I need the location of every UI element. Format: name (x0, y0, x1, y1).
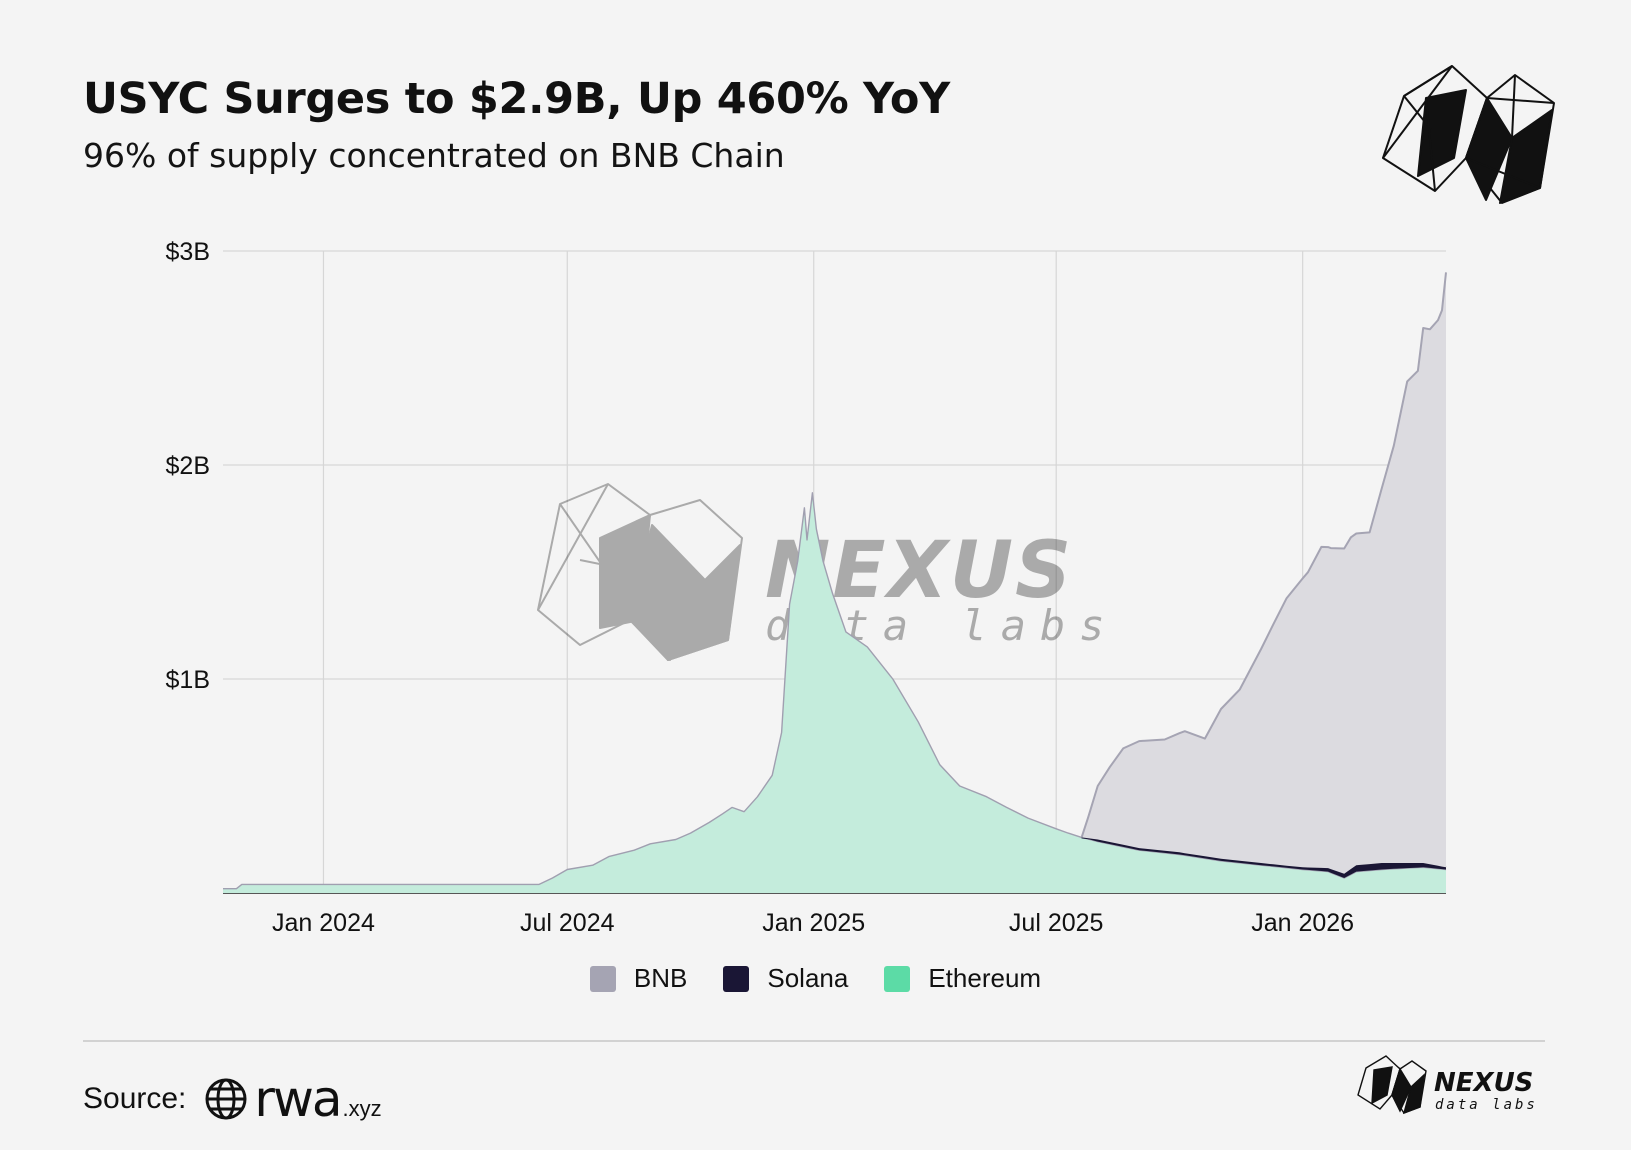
y-tick-label: $2B (166, 452, 210, 480)
source-label: Source: (83, 1082, 187, 1115)
areas (223, 272, 1447, 893)
footer-logo-brand: NEXUS (1434, 1068, 1533, 1098)
legend-label-solana: Solana (767, 963, 849, 993)
rwa-domain: .xyz (342, 1096, 382, 1121)
area-ethereum (223, 492, 1446, 893)
nexus-footer-logo: NEXUS data labs (1357, 1055, 1538, 1115)
y-axis-labels: $1B $2B $3B (166, 238, 210, 694)
x-tick-label: Jan 2024 (272, 909, 375, 937)
legend-item-ethereum: Ethereum (884, 963, 1041, 994)
footer-divider (83, 1040, 1545, 1042)
x-tick-label: Jan 2026 (1251, 909, 1354, 937)
rwa-brand: rwa (254, 1070, 342, 1128)
legend: BNB Solana Ethereum (0, 963, 1631, 994)
footer-logo-tagline: data labs (1435, 1097, 1538, 1113)
x-tick-label: Jan 2025 (762, 909, 865, 937)
rwa-logo: rwa .xyz (204, 1070, 382, 1128)
legend-swatch-ethereum (884, 965, 911, 992)
globe-icon (205, 1078, 247, 1120)
legend-label-ethereum: Ethereum (928, 963, 1042, 993)
chart-subtitle: 96% of supply concentrated on BNB Chain (83, 136, 785, 175)
legend-label-bnb: BNB (633, 963, 688, 993)
legend-swatch-bnb (589, 965, 616, 992)
chart-title: USYC Surges to $2.9B, Up 460% YoY (83, 74, 951, 124)
y-tick-label: $3B (166, 238, 210, 266)
area-bnb-line (1080, 272, 1447, 838)
legend-item-bnb: BNB (589, 963, 688, 994)
nexus-logo-icon (1382, 65, 1555, 204)
source: Source: rwa .xyz (83, 1070, 382, 1128)
x-axis-labels: Jan 2024 Jul 2024 Jan 2025 Jul 2025 Jan 2026 (272, 909, 1354, 937)
area-bnb (223, 272, 1446, 889)
x-tick-label: Jul 2024 (520, 909, 615, 937)
x-tick-label: Jul 2025 (1009, 909, 1104, 937)
legend-item-solana: Solana (723, 963, 848, 994)
legend-swatch-solana (723, 965, 750, 992)
y-tick-label: $1B (166, 666, 210, 694)
